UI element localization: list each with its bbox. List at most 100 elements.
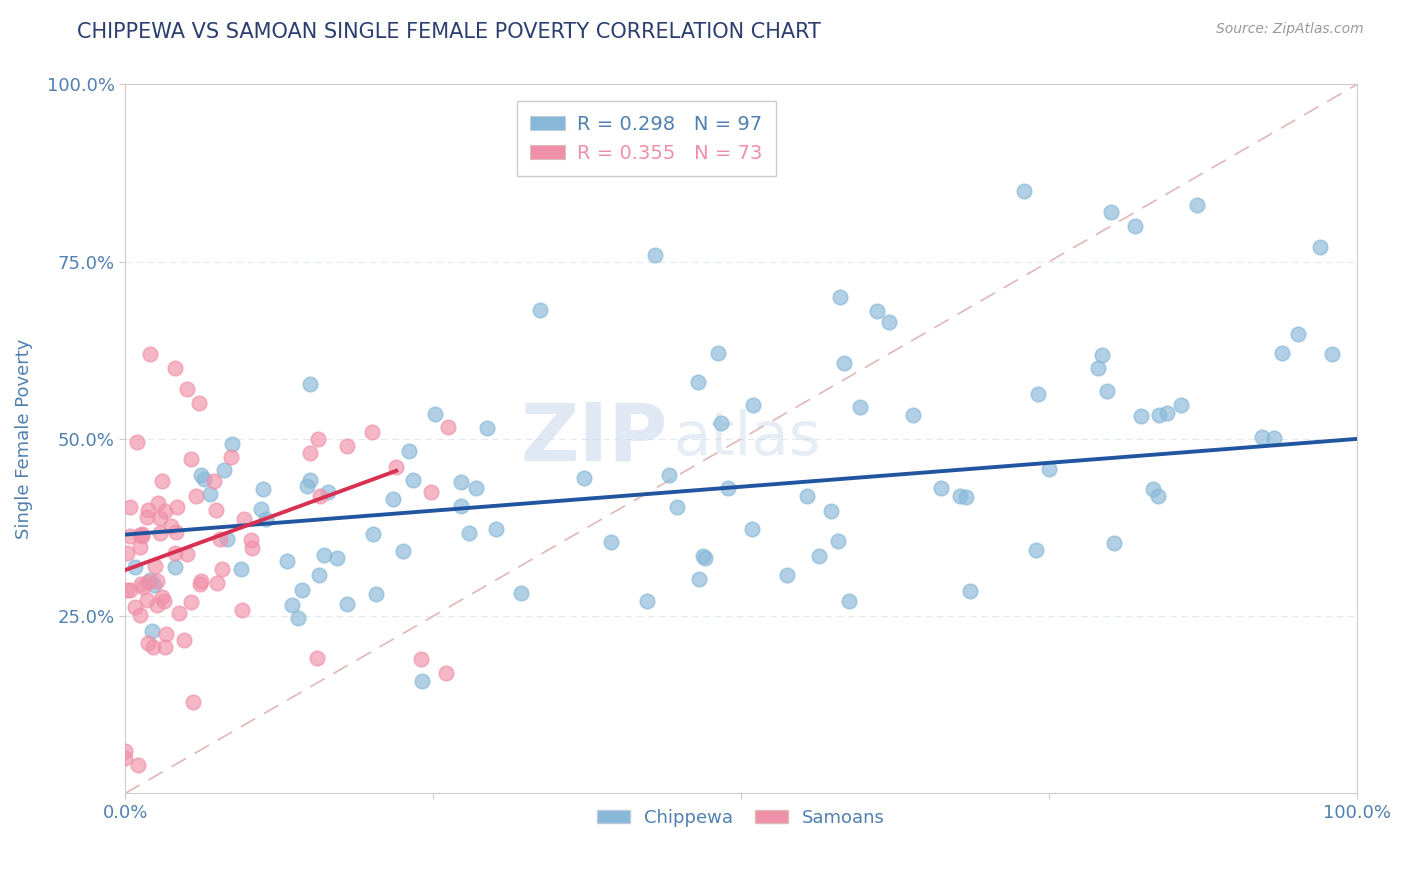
Point: [1123, 219, 1146, 234]
Point: [155, 640, 177, 655]
Point: [1142, 483, 1164, 497]
Point: [128, 607, 150, 622]
Point: [232, 512, 254, 526]
Point: [200, 487, 222, 501]
Point: [252, 483, 274, 497]
Point: [276, 554, 298, 568]
Point: [180, 595, 202, 609]
Point: [295, 479, 318, 493]
Point: [398, 444, 420, 458]
Point: [124, 559, 146, 574]
Point: [693, 550, 716, 565]
Point: [807, 549, 830, 563]
Y-axis label: Single Female Poverty: Single Female Poverty: [15, 339, 32, 539]
Point: [150, 474, 173, 488]
Point: [138, 575, 160, 590]
Point: [336, 439, 359, 453]
Point: [128, 528, 150, 542]
Point: [221, 437, 243, 451]
Point: [314, 548, 336, 562]
Point: [114, 751, 136, 765]
Point: [1322, 347, 1344, 361]
Point: [865, 304, 887, 318]
Point: [299, 446, 322, 460]
Point: [1263, 431, 1285, 445]
Point: [135, 592, 157, 607]
Point: [688, 375, 710, 389]
Point: [827, 534, 849, 549]
Point: [411, 674, 433, 689]
Point: [281, 598, 304, 612]
Point: [231, 603, 253, 617]
Point: [153, 594, 176, 608]
Point: [636, 594, 658, 608]
Point: [165, 524, 187, 539]
Point: [114, 744, 136, 758]
Point: [1271, 346, 1294, 360]
Point: [385, 460, 408, 475]
Point: [118, 529, 141, 543]
Point: [149, 525, 172, 540]
Point: [828, 290, 851, 304]
Point: [796, 489, 818, 503]
Point: [1087, 360, 1109, 375]
Point: [142, 578, 165, 592]
Point: [145, 559, 167, 574]
Point: [710, 416, 733, 430]
Point: [142, 640, 165, 654]
Point: [901, 409, 924, 423]
Point: [188, 577, 211, 591]
Point: [308, 567, 330, 582]
Point: [326, 551, 349, 566]
Point: [849, 400, 872, 414]
Text: atlas: atlas: [673, 409, 821, 468]
Point: [423, 408, 446, 422]
Point: [959, 584, 981, 599]
Point: [450, 499, 472, 513]
Point: [1099, 205, 1122, 219]
Point: [298, 473, 321, 487]
Point: [465, 481, 488, 495]
Point: [138, 573, 160, 587]
Point: [146, 574, 169, 588]
Point: [707, 346, 730, 360]
Point: [1146, 489, 1168, 503]
Point: [420, 485, 443, 500]
Point: [409, 651, 432, 665]
Point: [450, 475, 472, 489]
Point: [510, 586, 533, 600]
Point: [1090, 347, 1112, 361]
Point: [138, 503, 160, 517]
Point: [287, 611, 309, 625]
Point: [240, 541, 263, 555]
Point: [949, 490, 972, 504]
Point: [155, 626, 177, 640]
Point: [120, 500, 142, 514]
Point: [150, 590, 173, 604]
Point: [716, 481, 738, 495]
Point: [599, 534, 621, 549]
Point: [207, 576, 229, 591]
Point: [1129, 409, 1152, 424]
Point: [838, 594, 860, 608]
Point: [1097, 384, 1119, 398]
Point: [955, 491, 977, 505]
Point: [820, 504, 842, 518]
Point: [336, 597, 359, 611]
Legend: Chippewa, Samoans: Chippewa, Samoans: [591, 802, 891, 834]
Point: [776, 568, 799, 582]
Point: [204, 502, 226, 516]
Point: [217, 533, 239, 547]
Point: [159, 518, 181, 533]
Text: CHIPPEWA VS SAMOAN SINGLE FEMALE POVERTY CORRELATION CHART: CHIPPEWA VS SAMOAN SINGLE FEMALE POVERTY…: [77, 22, 821, 42]
Point: [146, 496, 169, 510]
Point: [131, 529, 153, 543]
Point: [231, 562, 253, 576]
Point: [742, 399, 765, 413]
Point: [127, 758, 149, 772]
Point: [572, 471, 595, 485]
Point: [1286, 326, 1309, 341]
Point: [458, 525, 481, 540]
Point: [190, 468, 212, 483]
Point: [219, 450, 242, 464]
